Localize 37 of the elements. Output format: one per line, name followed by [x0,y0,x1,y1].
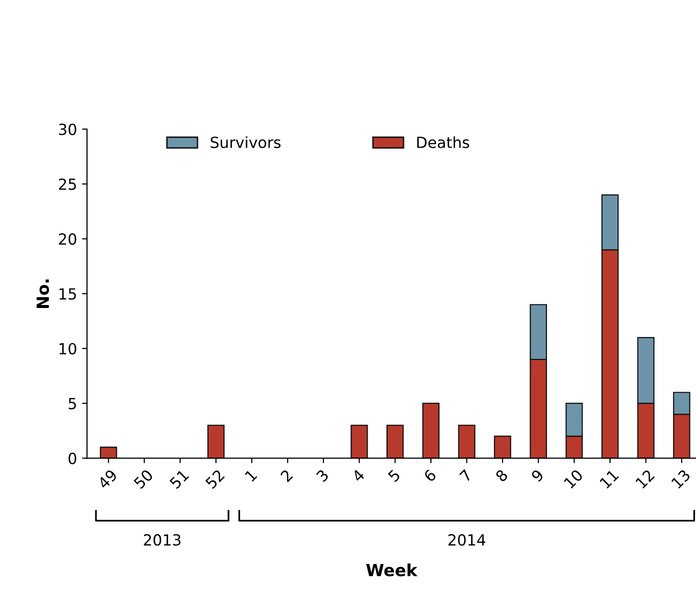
x-tick-label: 9 [530,468,544,482]
x-tick-label: 6 [423,468,437,482]
bar [100,446,118,458]
bar [422,402,440,458]
x-tick-label: 49 [97,468,118,490]
x-tick-label: 8 [494,468,508,482]
x-tick-label: 2 [280,469,293,482]
x-tick-label: 5 [388,469,401,482]
x-axis-title: Week [366,563,418,576]
x-tick-label: 1 [244,469,258,482]
x-tick-label: 10 [563,468,584,489]
text: 2014 [448,534,486,546]
bar [458,424,476,458]
x-tick-label: 7 [459,469,472,482]
x-tick-label: 50 [133,468,154,490]
y-tick-label: 25 [58,178,76,190]
y-tick-label: 0 [68,452,76,464]
bar [386,424,404,458]
y-tick-label: 30 [59,124,76,136]
x-tick-label: 11 [599,469,619,489]
x-tick-label: 13 [670,468,691,489]
y-tick-label: 5 [68,398,76,410]
x-tick-label: 4 [351,468,366,482]
x-tick-label: 52 [204,469,225,490]
bar [350,424,368,458]
legend-label: Deaths [417,136,470,148]
bar [207,424,225,458]
y-tick-label: 10 [60,342,76,355]
y-tick-label: 20 [58,233,76,245]
x-tick-label: 3 [316,468,330,482]
text: 2013 [144,534,180,546]
x-tick-label: 12 [635,469,655,489]
legend-label: Survivors [210,136,281,148]
y-axis-title: No. [36,280,50,308]
x-tick-label: 51 [169,469,190,490]
bar [494,436,512,458]
y-tick-label: 15 [60,288,76,300]
